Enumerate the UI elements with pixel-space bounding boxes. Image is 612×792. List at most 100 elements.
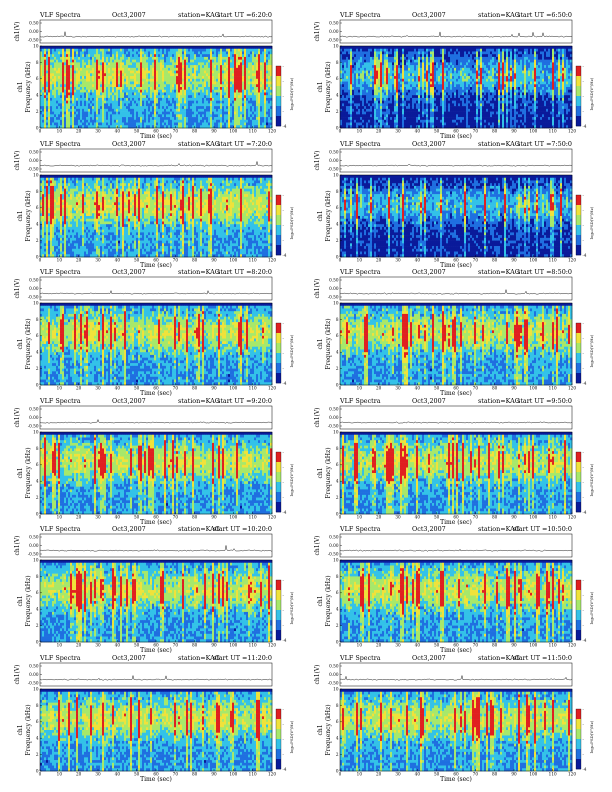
spectrogram-cell xyxy=(76,56,79,60)
spectrogram-cell xyxy=(128,81,131,85)
spectrogram-cell xyxy=(124,106,127,110)
spectrogram-cell xyxy=(76,46,79,50)
spectrogram-cell xyxy=(510,48,513,52)
spectrogram-cell xyxy=(88,111,91,115)
spectrogram-cell xyxy=(200,87,203,91)
spectrogram-cell xyxy=(164,122,167,126)
spectrogram-cell xyxy=(94,46,97,50)
spectrogram-cell xyxy=(434,67,437,71)
spectrogram-cell xyxy=(64,114,67,118)
spectrogram-cell xyxy=(494,62,497,66)
spectrogram-cell xyxy=(190,67,193,71)
spectrogram-cell xyxy=(372,56,375,60)
spectrogram-cell xyxy=(48,65,51,69)
spectrogram-cell xyxy=(144,125,147,129)
spectrogram-cell xyxy=(144,100,147,104)
spectrogram-cell xyxy=(228,59,231,63)
spectrogram-cell xyxy=(100,81,103,85)
spectrogram-cell xyxy=(256,70,259,74)
spectrogram-cell xyxy=(104,84,107,88)
spectrogram-cell xyxy=(178,81,181,85)
spectrogram-cell xyxy=(100,46,103,50)
spectrogram-cell xyxy=(144,87,147,91)
colorbar-segment xyxy=(276,73,281,77)
spectrogram-cell xyxy=(164,100,167,104)
spectrogram-cell xyxy=(102,54,105,58)
spectrogram-cell xyxy=(218,111,221,115)
spectrogram-cell xyxy=(46,87,49,91)
spectrogram-cell xyxy=(540,59,543,63)
spectrogram-cell xyxy=(104,100,107,104)
spectrogram-cell xyxy=(130,70,133,74)
spectrogram-cell xyxy=(164,59,167,63)
spectrogram-cell xyxy=(238,84,241,88)
spectrogram-cell xyxy=(478,48,481,52)
spectrogram-cell xyxy=(162,117,165,121)
spectrogram-cell xyxy=(150,119,153,123)
spectrogram-cell xyxy=(162,81,165,85)
spectrogram-cell xyxy=(180,54,183,58)
spectrogram-cell xyxy=(558,65,561,69)
spectrogram-cell xyxy=(368,46,371,50)
spectrogram-cell xyxy=(170,122,173,126)
spectrogram-cell xyxy=(480,48,483,52)
spectrogram-cell xyxy=(224,67,227,71)
spectrogram-cell xyxy=(524,56,527,60)
spectrogram-cell xyxy=(510,76,513,80)
spectrogram-cell xyxy=(58,92,61,96)
spectrogram-cell xyxy=(172,78,175,82)
spectrogram-cell xyxy=(70,125,73,129)
spectrogram-cell xyxy=(84,125,87,129)
spectrogram-cell xyxy=(52,108,55,112)
spectrogram-cell xyxy=(444,59,447,63)
spectrogram-cell xyxy=(108,125,111,129)
spectrogram-cell xyxy=(212,67,215,71)
spectrogram-cell xyxy=(232,65,235,69)
spectrogram-cell xyxy=(472,67,475,71)
spectrogram-cell xyxy=(148,84,151,88)
spectrogram-cell xyxy=(44,106,47,110)
spectrogram-cell xyxy=(58,81,61,85)
spectrogram-cell xyxy=(148,67,151,71)
spectrogram-cell xyxy=(94,117,97,121)
spectrogram-cell xyxy=(540,56,543,60)
spectrogram-cell xyxy=(42,111,45,115)
panel-title: VLF Spectra xyxy=(39,11,81,19)
spectrogram-cell xyxy=(258,87,261,91)
spectrogram-cell xyxy=(178,56,181,60)
spectrogram-cell xyxy=(464,70,467,74)
spectrogram-cell xyxy=(100,70,103,74)
spectrogram-cell xyxy=(450,76,453,80)
spectrogram-cell xyxy=(248,87,251,91)
spectrogram-cell xyxy=(60,70,63,74)
spectrogram-cell xyxy=(570,54,573,58)
spectrogram-cell xyxy=(66,54,69,58)
spectrogram-cell xyxy=(452,46,455,50)
spectrogram-cell xyxy=(504,73,507,77)
spectrogram-cell xyxy=(252,46,255,50)
spectrogram-cell xyxy=(248,70,251,74)
spectrogram-cell xyxy=(176,95,179,99)
spectrogram-cell xyxy=(216,125,219,129)
spectrogram-cell xyxy=(414,46,417,50)
spectrogram-cell xyxy=(216,103,219,107)
spectrogram-cell xyxy=(210,108,213,112)
spectrogram-cell xyxy=(414,54,417,58)
spectrogram-cell xyxy=(538,46,541,50)
spectrogram-cell xyxy=(260,106,263,110)
spectrogram-cell xyxy=(258,103,261,107)
spectrogram-cell xyxy=(200,117,203,121)
spectrogram-cell xyxy=(372,51,375,55)
spectrogram-cell xyxy=(432,56,435,60)
spectrogram-cell xyxy=(266,106,269,110)
spectrogram-cell xyxy=(428,54,431,58)
spectrogram-cell xyxy=(176,81,179,85)
spectrogram-cell xyxy=(184,73,187,77)
spectrogram-cell xyxy=(216,65,219,69)
spectrogram-cell xyxy=(222,97,225,101)
spectrogram-cell xyxy=(166,89,169,93)
spectrogram-cell xyxy=(42,103,45,107)
spectrogram-cell xyxy=(62,62,65,66)
spectrogram-cell xyxy=(226,103,229,107)
spectrogram-cell xyxy=(60,73,63,77)
